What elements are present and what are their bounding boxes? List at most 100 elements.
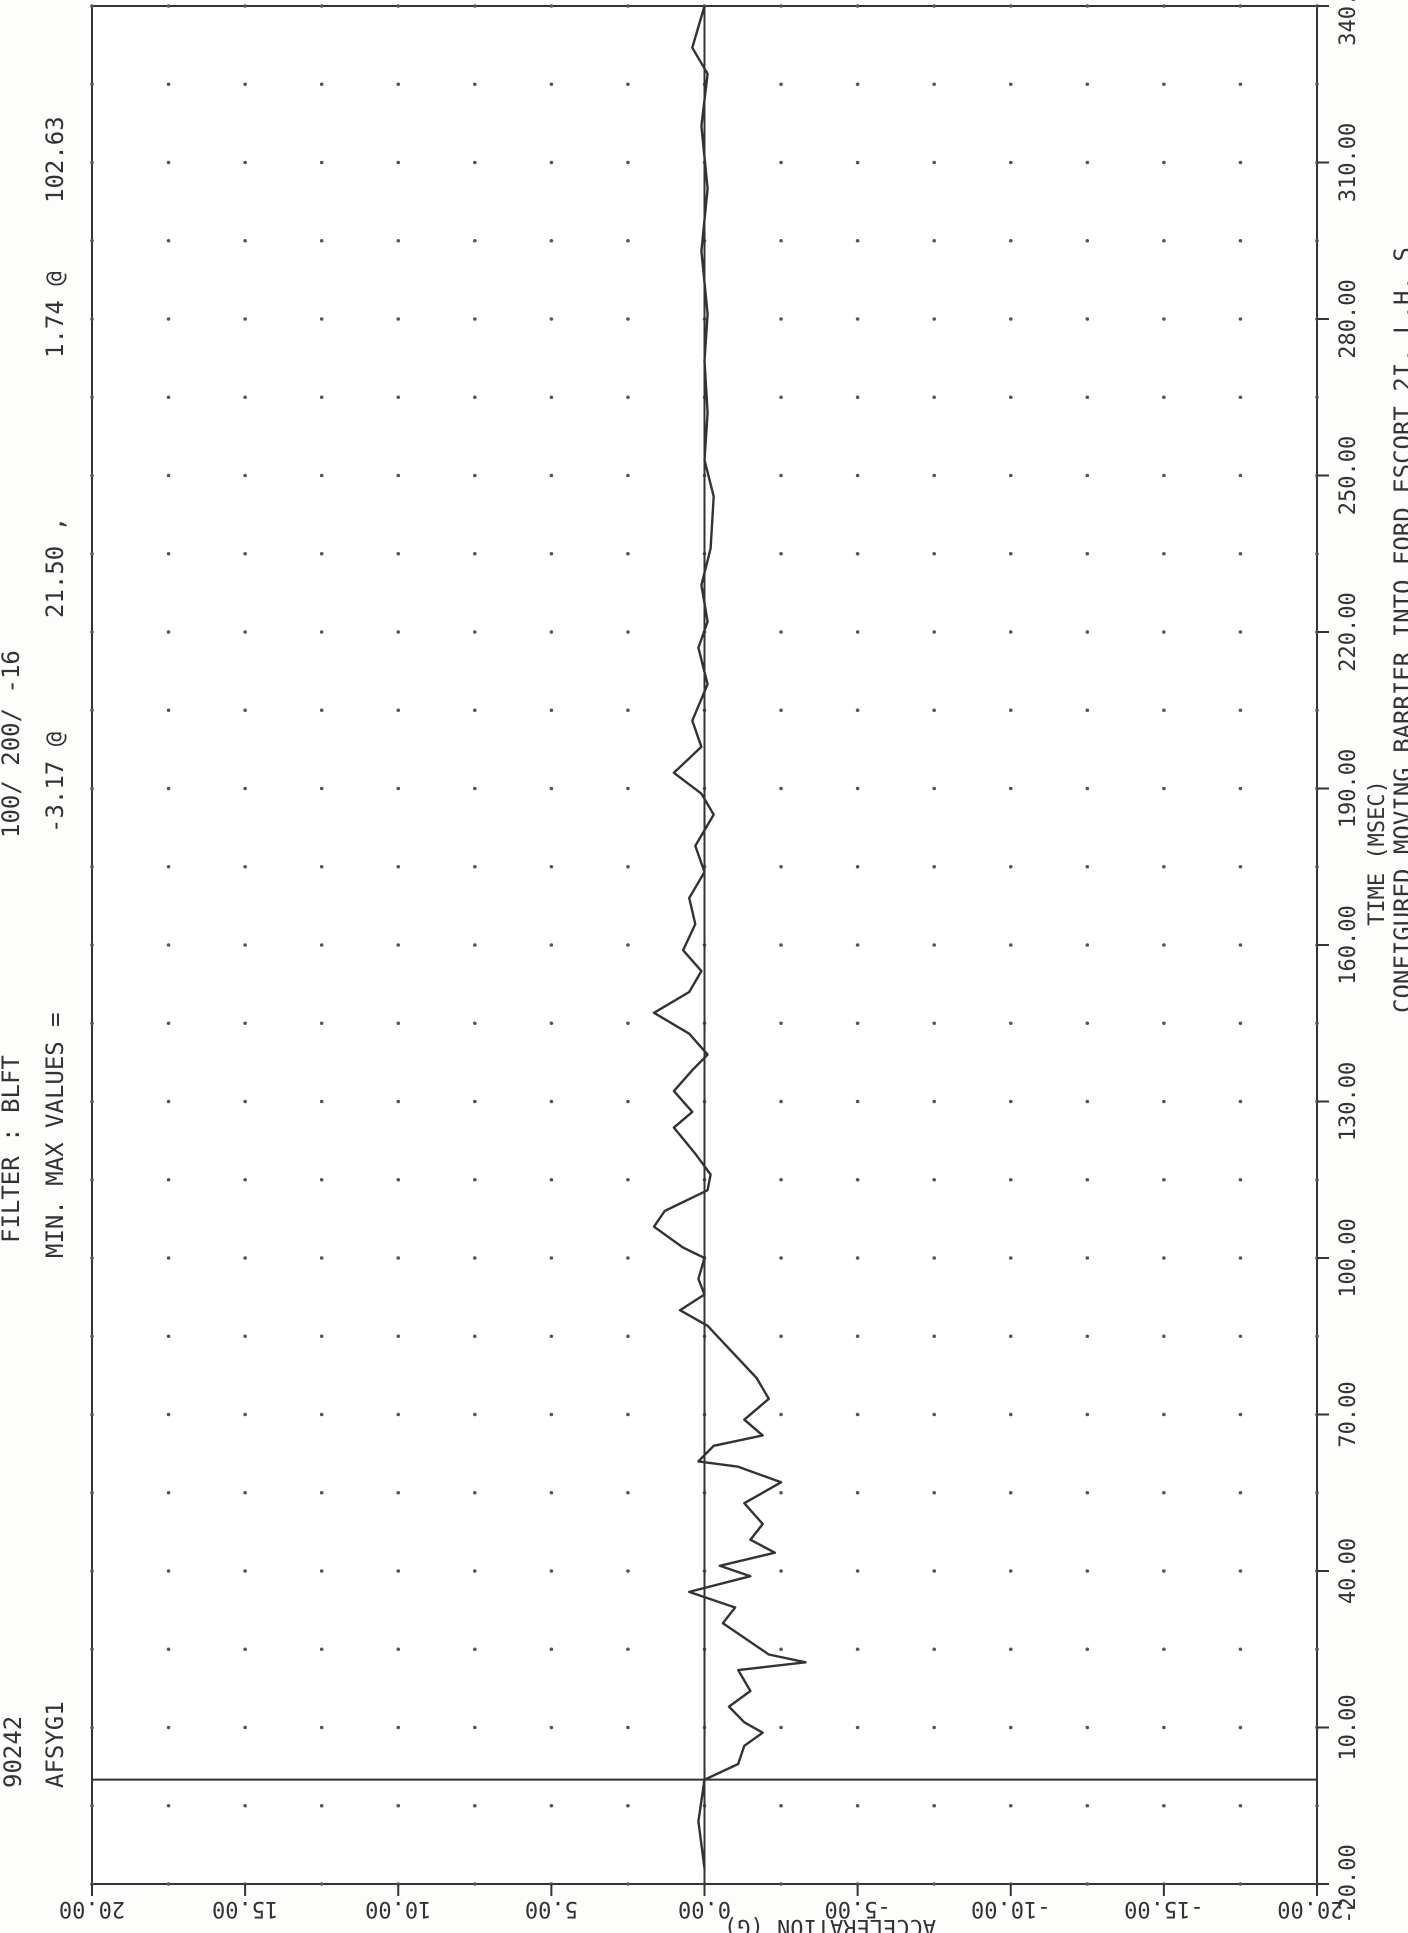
- grid-dot: [1085, 708, 1090, 713]
- grid-dot: [1162, 1490, 1166, 1495]
- grid-dot: [1238, 1569, 1243, 1573]
- grid-dot: [626, 1647, 630, 1652]
- grid-dot: [243, 1569, 247, 1573]
- grid-dot: [1315, 1803, 1319, 1808]
- grid-dot: [319, 473, 324, 478]
- grid-dot: [1238, 160, 1243, 165]
- grid-dot: [1162, 160, 1166, 165]
- grid-dot: [932, 1490, 936, 1495]
- grid-dot: [1008, 1412, 1013, 1417]
- grid-dot: [1008, 317, 1013, 321]
- grid-dot: [243, 1256, 247, 1260]
- grid-dot: [319, 1256, 324, 1260]
- grid-dot: [1008, 551, 1013, 556]
- grid-dot: [166, 943, 171, 947]
- grid-dot: [549, 1803, 554, 1808]
- data-line: [652, 5, 807, 1869]
- grid-dot: [779, 1490, 783, 1495]
- grid-dot: [932, 1334, 936, 1339]
- grid-dot: [1085, 786, 1090, 791]
- grid-dot: [90, 473, 94, 478]
- grid-dot: [549, 1334, 554, 1339]
- x-axis-title: TIME (MSEC): [1365, 780, 1390, 926]
- x-tick-label: -20.00: [1336, 1844, 1361, 1923]
- grid-dot: [243, 4, 247, 8]
- grid-dot: [1085, 630, 1090, 634]
- grid-dot: [626, 395, 630, 400]
- grid-dot: [396, 238, 401, 243]
- grid-dot: [396, 395, 401, 400]
- grid-dot: [779, 1882, 783, 1886]
- grid-dot: [1238, 1803, 1243, 1808]
- grid-dot: [855, 1334, 860, 1339]
- grid-dot: [243, 864, 247, 869]
- grid-dot: [626, 1177, 630, 1182]
- grid-dot: [1162, 4, 1166, 8]
- y-tick-label: 5.00: [525, 1896, 578, 1921]
- grid-dot: [319, 551, 324, 556]
- y-tick-label: -10.00: [971, 1896, 1050, 1921]
- grid-dot: [1085, 864, 1090, 869]
- grid-dot: [1008, 1256, 1013, 1260]
- grid-dot: [319, 1882, 324, 1886]
- grid-dot: [90, 1412, 94, 1417]
- grid-dot: [1162, 864, 1166, 869]
- grid-dot: [1085, 238, 1090, 243]
- grid-dot: [473, 1725, 477, 1730]
- grid-dot: [90, 4, 94, 8]
- grid-dot: [549, 1177, 554, 1182]
- grid-dot: [1085, 1803, 1090, 1808]
- grid-dot: [243, 551, 247, 556]
- grid-dot: [779, 238, 783, 243]
- x-tick-label: 280.00: [1336, 279, 1361, 358]
- grid-dot: [396, 551, 401, 556]
- grid-dot: [1085, 473, 1090, 478]
- grid-dot: [473, 1569, 477, 1573]
- grid-dot: [1315, 82, 1319, 87]
- grid-dot: [1238, 708, 1243, 713]
- grid-dot: [1085, 1725, 1090, 1730]
- grid-dot: [1162, 1334, 1166, 1339]
- grid-dot: [1315, 1647, 1319, 1652]
- grid-dot: [1315, 551, 1319, 556]
- grid-dot: [932, 1412, 936, 1417]
- grid-dot: [855, 1569, 860, 1573]
- grid-dot: [855, 1099, 860, 1104]
- grid-dot: [166, 238, 171, 243]
- grid-dot: [396, 1569, 401, 1573]
- grid-dot: [549, 708, 554, 713]
- grid-dot: [1238, 1256, 1243, 1260]
- grid-dot: [779, 395, 783, 400]
- grid-dot: [473, 1647, 477, 1652]
- grid-dot: [243, 1647, 247, 1652]
- grid-dot: [319, 4, 324, 8]
- grid-dot: [166, 1569, 171, 1573]
- grid-dot: [779, 1569, 783, 1573]
- grid-dot: [473, 4, 477, 8]
- grid-dot: [932, 238, 936, 243]
- grid-dot: [396, 708, 401, 713]
- grid-dot: [166, 1803, 171, 1808]
- grid-dot: [549, 473, 554, 478]
- x-tick-label: 130.00: [1336, 1062, 1361, 1141]
- grid-dot: [779, 630, 783, 634]
- grid-dot: [396, 4, 401, 8]
- grid-dot: [855, 630, 860, 634]
- x-tick-label: 220.00: [1336, 592, 1361, 671]
- header-min: -3.17 @: [41, 732, 69, 833]
- grid-dot: [90, 1021, 94, 1026]
- grid-dot: [166, 1647, 171, 1652]
- grid-dot: [90, 630, 94, 634]
- grid-dot: [626, 1334, 630, 1339]
- grid-dot: [1162, 786, 1166, 791]
- grid-dot: [166, 1412, 171, 1417]
- grid-dot: [855, 4, 860, 8]
- x-tick-label: 250.00: [1336, 436, 1361, 515]
- grid-dot: [243, 708, 247, 713]
- y-axis-title: ACCELERATION (G): [724, 1914, 936, 1933]
- grid-dot: [166, 395, 171, 400]
- grid-dot: [549, 1490, 554, 1495]
- grid-dot: [1008, 4, 1013, 8]
